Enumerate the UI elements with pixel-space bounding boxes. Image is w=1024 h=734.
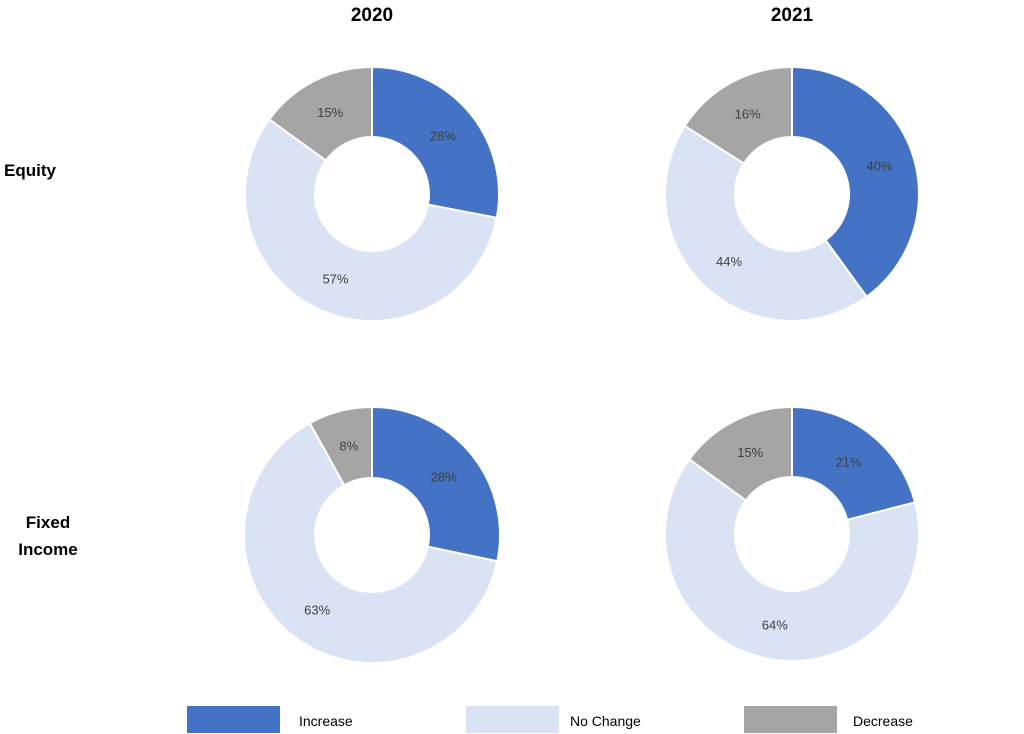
- slice-decrease: [687, 405, 793, 502]
- donut-fixed-income-2020: 28% 63% 8%: [243, 405, 501, 664]
- slice-decrease: [308, 405, 373, 487]
- legend-swatch-no-change: [466, 706, 559, 733]
- slice-label-no-change: 57%: [322, 271, 348, 286]
- slice-increase: [371, 65, 500, 219]
- slice-label-decrease: 15%: [317, 105, 343, 120]
- legend-swatch-increase: [187, 706, 280, 733]
- slice-no-change: [244, 117, 498, 322]
- legend-label-increase: Increase: [299, 713, 353, 729]
- legend-swatch-decrease: [744, 706, 837, 733]
- slice-label-decrease: 8%: [339, 438, 358, 453]
- row-title-line: Fixed: [25, 513, 71, 532]
- row-title-line: Income: [18, 540, 78, 559]
- slice-increase: [791, 405, 917, 522]
- slice-label-increase: 21%: [835, 454, 861, 469]
- slice-increase: [371, 405, 501, 563]
- slice-label-increase: 40%: [866, 159, 892, 174]
- slice-label-decrease: 16%: [735, 106, 761, 121]
- slice-label-increase: 28%: [430, 128, 456, 143]
- slice-label-no-change: 44%: [716, 254, 742, 269]
- legend-label-decrease: Decrease: [853, 713, 913, 729]
- slice-increase: [791, 65, 920, 299]
- slice-no-change: [664, 124, 869, 322]
- slice-no-change: [243, 421, 499, 664]
- column-title-2021: 2021: [770, 5, 814, 26]
- slice-label-no-change: 64%: [762, 617, 788, 632]
- column-title-2020: 2020: [350, 5, 394, 26]
- row-title-equity: Equity: [0, 157, 90, 184]
- donut-fixed-income-2021: 21% 64% 15%: [664, 405, 920, 662]
- slice-decrease: [267, 65, 373, 162]
- row-title-line: Equity: [4, 161, 56, 180]
- legend-label-no-change: No Change: [570, 713, 641, 729]
- slice-decrease: [683, 65, 793, 165]
- row-title-fixed-income: Fixed Income: [0, 509, 108, 563]
- slice-label-no-change: 63%: [304, 602, 330, 617]
- donut-equity-2021: 40% 44% 16%: [664, 65, 920, 322]
- slice-label-decrease: 15%: [737, 445, 763, 460]
- donut-equity-2020: 28% 57% 15%: [244, 65, 500, 322]
- slice-no-change: [664, 457, 920, 662]
- slice-label-increase: 28%: [431, 470, 457, 485]
